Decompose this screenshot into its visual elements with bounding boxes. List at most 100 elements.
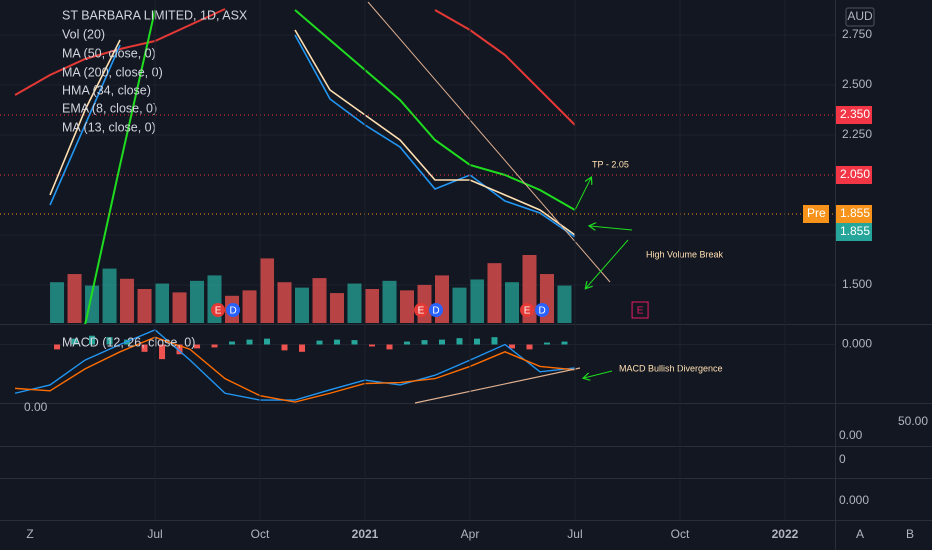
legend-entry: HMA (34, close) (62, 83, 151, 97)
volume-bar (155, 283, 170, 323)
macd-pane (0, 329, 835, 403)
event-label: E (637, 306, 644, 317)
macd-bar (176, 344, 183, 355)
pane-label: 0 (839, 452, 846, 466)
series-line (84, 9, 576, 324)
divergence-line (414, 367, 581, 404)
macd-bar (543, 342, 550, 345)
series-line (49, 29, 576, 236)
y-tick-label: 2.250 (842, 127, 872, 141)
price-label-box (836, 205, 872, 223)
macd-bar (89, 335, 96, 345)
currency[interactable]: AUD (847, 9, 873, 23)
volume-bar (102, 268, 117, 323)
macd-bar (106, 337, 113, 345)
price-label: 1.855 (840, 206, 870, 220)
macd-bar (246, 339, 253, 345)
macd-bar (194, 344, 201, 349)
arrow (584, 370, 613, 378)
trend-line (367, 1, 611, 283)
macd-bar (369, 344, 376, 347)
macd-bar (456, 338, 463, 345)
price-label-box (836, 106, 872, 124)
macd-bar (561, 341, 568, 345)
arrow (586, 239, 629, 288)
series-line (49, 34, 576, 238)
price-label: 2.050 (840, 167, 870, 181)
legend-entry: EMA (8, close, 0) (62, 101, 157, 115)
last-price: 1.855 (840, 224, 870, 238)
tag: Pre (807, 206, 826, 220)
pane-label: 0.000 (839, 493, 869, 507)
pane-label: 0.00 (839, 428, 863, 442)
button[interactable]: B (906, 527, 914, 541)
event-label: E (215, 306, 222, 317)
macd-line (14, 329, 576, 401)
volume-bar (452, 287, 467, 323)
volume-bar (295, 287, 310, 323)
macd-bar (526, 344, 533, 350)
macd-bar (334, 339, 341, 345)
y-tick-label: 0.000 (842, 337, 872, 351)
event-marker (535, 303, 550, 317)
volume-bar (242, 290, 257, 323)
currency-box[interactable] (845, 7, 875, 27)
x-tick-label: 2022 (772, 527, 799, 541)
legend-entry: Vol (20) (62, 27, 105, 41)
pane-label: 50.00 (898, 414, 928, 428)
legend-entry: MA (200, close, 0) (62, 65, 163, 79)
annotation: High Volume Break (646, 249, 724, 259)
macd-bar (264, 338, 271, 345)
last-price-box (836, 223, 872, 241)
arrow (574, 178, 591, 211)
series-line (14, 8, 576, 126)
volume-bar (382, 280, 397, 323)
macd-bar (229, 341, 236, 345)
x-tick-label: 2021 (352, 527, 379, 541)
pane-label: 0.00 (24, 400, 48, 414)
volume-bar (365, 289, 380, 323)
volume-bar (504, 282, 519, 323)
arrow (590, 226, 633, 230)
volume-bar (469, 279, 484, 323)
volume-bar (172, 292, 187, 323)
tag-box (803, 205, 829, 223)
event-label: E (418, 306, 425, 317)
volume-bar (312, 278, 327, 323)
volume-bar (260, 258, 275, 323)
macd-title: MACD (12, 26, close, 0) (62, 335, 195, 349)
macd-bar (386, 344, 393, 350)
x-tick-label: Apr (461, 527, 480, 541)
macd-bar (351, 340, 358, 345)
macd-bar (211, 344, 218, 348)
volume-bar (487, 263, 502, 323)
button[interactable]: Z (26, 527, 33, 541)
y-tick-label: 1.500 (842, 277, 872, 291)
macd-bar (316, 340, 323, 345)
button[interactable]: A (856, 527, 864, 541)
overlay: TP - 2.05 High Volume Break MACD Bullish… (24, 0, 928, 541)
volume-bar (400, 290, 415, 323)
macd-bar (491, 337, 498, 345)
macd-bar (281, 344, 288, 351)
y-tick-label: 2.750 (842, 27, 872, 41)
event-label: D (229, 306, 236, 317)
macd-bar (141, 344, 148, 352)
macd-bar (404, 341, 411, 345)
volume-bar (50, 282, 65, 323)
macd-bar (71, 338, 78, 345)
macd-bar (508, 344, 515, 349)
volume-bar (347, 283, 362, 323)
event-marker (226, 303, 241, 317)
annotation: MACD Bullish Divergence (619, 363, 723, 373)
x-tick-label: Jul (567, 527, 582, 541)
event-marker (211, 303, 226, 317)
volume-bar (67, 274, 82, 323)
macd-bar (473, 338, 480, 345)
x-tick-label: Oct (671, 527, 690, 541)
macd-bar (54, 344, 61, 350)
event-marker (429, 303, 444, 317)
macd-bar (421, 340, 428, 345)
